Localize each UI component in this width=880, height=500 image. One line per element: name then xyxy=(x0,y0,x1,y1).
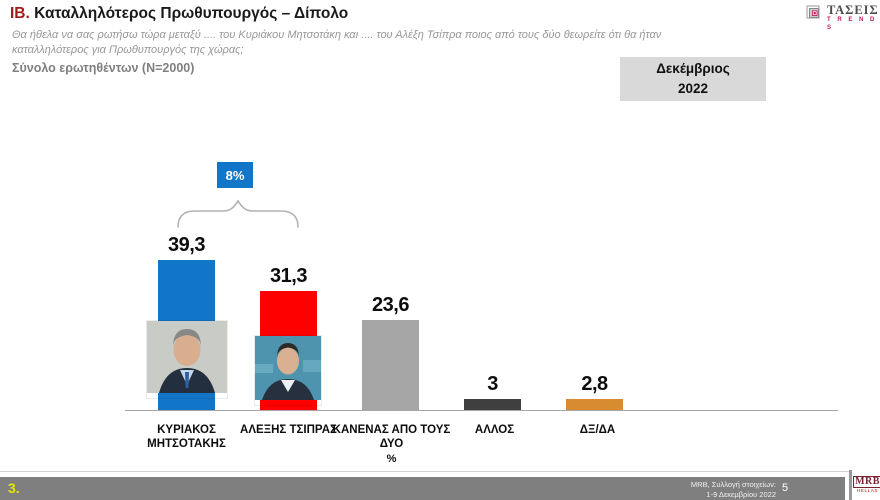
bar-other xyxy=(464,399,521,410)
bar-value-label: 2,8 xyxy=(581,373,608,395)
title-text: Καταλληλότερος Πρωθυπουργός – Δίπολο xyxy=(34,5,349,22)
category-label-neither: ΚΑΝΕΝΑΣ ΑΠΟ ΤΟΥΣ ΔΥΟ xyxy=(332,424,451,450)
page-number: 5 xyxy=(782,482,789,494)
footer-divider xyxy=(0,471,880,472)
sample-size-label: Σύνολο ερωτηθέντων (N=2000) xyxy=(12,61,195,75)
survey-question-line1: Θα ήθελα να σας ρωτήσω τώρα μεταξύ .... … xyxy=(12,29,662,41)
section-prefix: ΙΒ. xyxy=(10,5,30,22)
period-year: 2022 xyxy=(677,81,709,96)
bar-value-label: 23,6 xyxy=(372,294,409,316)
brand-subname: T R E N D S xyxy=(827,17,877,31)
mrb-logo: MRB HELLAS xyxy=(849,470,880,500)
category-label-other: ΑΛΛΟΣ xyxy=(474,424,515,436)
period-month: Δεκέμβριος xyxy=(656,61,730,76)
tsipras-photo xyxy=(255,336,321,405)
survey-question: Θα ήθελα να σας ρωτήσω τώρα μεταξύ .... … xyxy=(12,28,661,58)
category-label-dontknow: ΔΞ/ΔΑ xyxy=(579,424,616,436)
taseis-logo-icon xyxy=(806,4,824,27)
source-note: MRB, Συλλογή στοιχείων: 1-9 Δεκεμβρίου 2… xyxy=(600,480,776,499)
bar-dont-know xyxy=(566,399,623,410)
taseis-trends-logo: ΤΑΣΕΙΣ T R E N D S xyxy=(806,4,880,32)
survey-question-line2: καταλληλότερος για Πρωθυπουργός της χώρα… xyxy=(12,44,244,56)
brand-name: ΤΑΣΕΙΣ xyxy=(827,3,879,17)
source-line2: 1-9 Δεκεμβρίου 2022 xyxy=(706,489,776,499)
gap-annotation-badge: 8% xyxy=(217,162,253,188)
footer-bar xyxy=(0,477,845,500)
bar-neither xyxy=(362,320,419,410)
category-label-tsipras: ΑΛΕΞΗΣ ΤΣΙΠΡΑΣ xyxy=(240,424,337,436)
bar-column-neither: 23,6 xyxy=(362,294,419,410)
bar-column-dontknow: 2,8 xyxy=(566,373,623,410)
bar-value-label: 31,3 xyxy=(270,265,307,287)
bar-value-label: 3 xyxy=(487,373,498,395)
mrb-logo-text: MRB xyxy=(853,476,880,488)
axis-unit-label: % xyxy=(386,453,397,465)
source-line1: MRB, Συλλογή στοιχείων: xyxy=(690,480,776,489)
mitsotakis-photo xyxy=(147,321,227,398)
bar-column-other: 3 xyxy=(464,373,521,410)
x-axis-line xyxy=(125,410,838,411)
brace-icon xyxy=(176,198,300,233)
slide-number: 3. xyxy=(8,480,20,496)
mrb-logo-subtext: HELLAS xyxy=(857,488,878,493)
page-title: ΙΒ. Καταλληλότερος Πρωθυπουργός – Δίπολο xyxy=(10,5,348,23)
category-label-mitsotakis: ΚΥΡΙΑΚΟΣ ΜΗΤΣΟΤΑΚΗΣ xyxy=(147,424,226,450)
period-box: Δεκέμβριος 2022 xyxy=(620,57,766,101)
bar-value-label: 39,3 xyxy=(168,234,205,256)
